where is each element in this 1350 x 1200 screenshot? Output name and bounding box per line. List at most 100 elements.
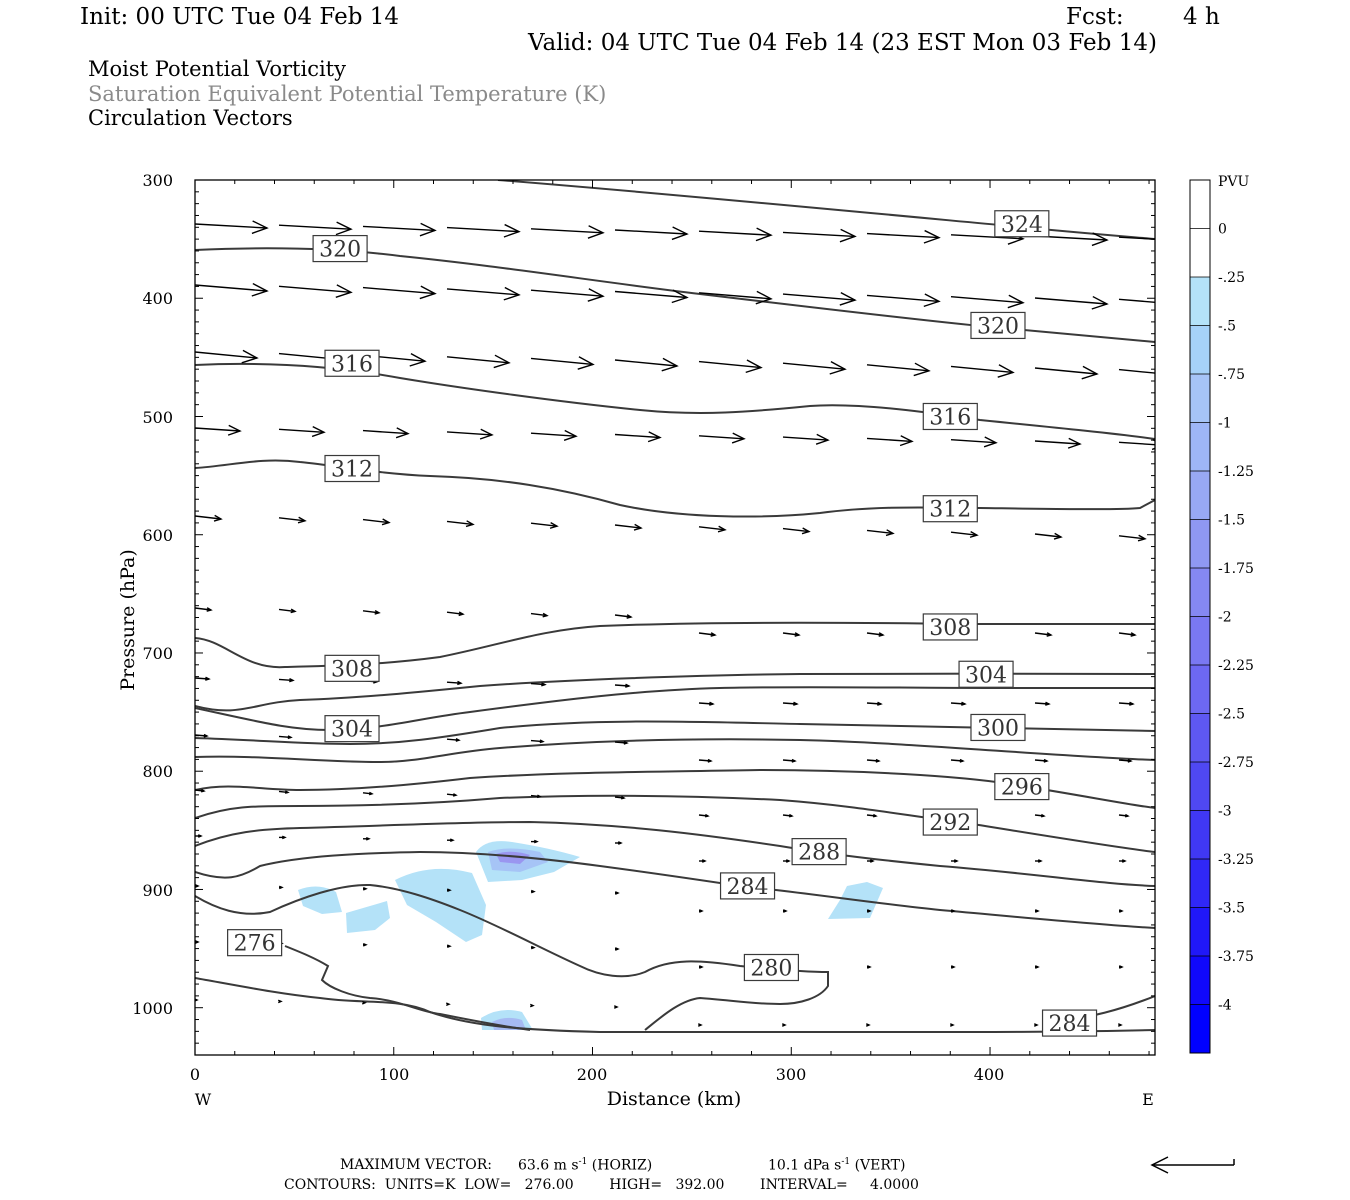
- vector-arrow: [1118, 236, 1155, 240]
- colorbar-cell: [1190, 374, 1210, 423]
- x-tick-label: 300: [776, 1065, 807, 1084]
- vector-arrow: [867, 859, 875, 863]
- colorbar-label: -3: [1218, 804, 1232, 820]
- vector-arrow: [1118, 439, 1155, 451]
- vector-arrow: [613, 1005, 619, 1009]
- x-end-east: E: [1142, 1090, 1154, 1109]
- vector-arrow: [782, 632, 801, 637]
- colorbar-label: -1.5: [1218, 513, 1245, 529]
- vector-arrow: [782, 701, 799, 706]
- y-tick-label: 500: [142, 408, 173, 427]
- vector-arrow: [1034, 295, 1109, 310]
- vector-arrow: [446, 354, 511, 369]
- vector-arrow: [950, 294, 1025, 309]
- contour-label-text: 284: [1049, 1012, 1091, 1037]
- contour-label: 312: [324, 454, 380, 483]
- vector-arrow: [531, 839, 539, 844]
- contour-label: 316: [324, 349, 380, 377]
- colorbar-label: -2.25: [1218, 658, 1254, 674]
- vector-arrow: [278, 284, 353, 298]
- y-tick-label: 700: [142, 644, 173, 663]
- vector-arrow: [446, 286, 521, 301]
- vector-arrow: [866, 965, 872, 969]
- vector-arrow: [530, 612, 549, 618]
- vector-arrow: [698, 758, 713, 763]
- contour-label: 300: [970, 713, 1026, 742]
- contour-272: [195, 977, 1155, 1034]
- vector-arrow: [698, 909, 704, 913]
- vector-arrow: [782, 292, 857, 306]
- vector-arrow: [530, 945, 536, 950]
- vector-arrow: [278, 516, 307, 524]
- colorbar-cell: [1190, 665, 1210, 714]
- colorbar-cell: [1190, 616, 1210, 665]
- vector-arrow: [1034, 437, 1082, 449]
- contour-label: 284: [1041, 1009, 1098, 1037]
- vector-arrow: [1117, 1023, 1123, 1027]
- colorbar-cell: [1190, 422, 1210, 471]
- contour-label: 284: [719, 872, 776, 900]
- vector-arrow: [866, 701, 883, 706]
- vector-arrow: [278, 885, 284, 890]
- vector-arrow: [614, 523, 643, 531]
- colorbar-cell: [1190, 180, 1210, 229]
- contour-label: 324: [994, 210, 1050, 238]
- contour-label-box: [994, 772, 1050, 801]
- colorbar-label: -.5: [1218, 319, 1236, 335]
- vector-arrow: [614, 289, 689, 304]
- vector-arrow: [1034, 909, 1040, 913]
- vector-arrow: [698, 290, 773, 305]
- vector-arrow: [279, 835, 287, 840]
- vector-arrow: [445, 1002, 451, 1007]
- vector-arrow: [278, 735, 293, 740]
- contour-300: [195, 720, 1155, 746]
- vector-arrow: [866, 435, 914, 447]
- contour-308: [195, 621, 1155, 669]
- vector-arrow: [1033, 1023, 1039, 1027]
- colorbar-label: -2.5: [1218, 707, 1245, 723]
- vector-arrow: [782, 813, 794, 818]
- vector-arrow: [614, 614, 633, 619]
- vector-arrow: [950, 909, 956, 913]
- contour-labels: 324 320 320 316 316 312 312 308 308 304 300 304 296 2…: [227, 210, 1098, 1037]
- vector-arrow: [697, 1023, 703, 1027]
- vector-arrow: [363, 836, 371, 841]
- valid-time: Valid: 04 UTC Tue 04 Feb 14 (23 EST Mon …: [528, 30, 1157, 56]
- max-vector-horiz: 63.6 m s-1 (HORIZ): [518, 1157, 653, 1174]
- vector-arrow: [866, 293, 941, 308]
- max-vector-label: MAXIMUM VECTOR:: [340, 1157, 492, 1173]
- contour-label-box: [922, 402, 978, 431]
- contour-296: [195, 738, 1155, 764]
- contour-324: [497, 180, 1155, 240]
- contour-label-box: [970, 311, 1026, 340]
- y-tick-label: 1000: [132, 999, 173, 1018]
- contour-label-text: 308: [929, 616, 971, 641]
- vector-arrow: [699, 859, 707, 863]
- vector-arrow: [362, 518, 391, 526]
- contour-label: 280: [743, 953, 799, 982]
- vector-arrow: [614, 891, 620, 895]
- contour-label: 320: [970, 311, 1026, 340]
- vector-arrow: [447, 838, 455, 843]
- vector-arrow: [1118, 758, 1133, 763]
- contour-292: [195, 794, 1155, 853]
- vector-arrow: [866, 813, 878, 818]
- vector-arrow: [278, 677, 295, 683]
- vector-arrow: [530, 522, 559, 529]
- vector-arrow: [278, 426, 326, 438]
- colorbar-cell: [1190, 810, 1210, 859]
- vector-arrow: [446, 428, 494, 440]
- vector-arrow: [530, 889, 536, 894]
- contour-312: [195, 459, 1155, 518]
- vector-arrow: [362, 886, 368, 891]
- vector-arrow: [950, 436, 998, 448]
- y-tick-label: 800: [142, 762, 173, 781]
- contour-label-text: 304: [331, 718, 373, 743]
- contour-label-box: [791, 838, 847, 866]
- contour-label-box: [970, 713, 1026, 742]
- vector-arrow: [446, 611, 465, 617]
- contour-label-box: [324, 349, 380, 377]
- colorbar-cell: [1190, 471, 1210, 520]
- vector-arrow: [195, 282, 269, 297]
- vector-arrow: [446, 944, 452, 949]
